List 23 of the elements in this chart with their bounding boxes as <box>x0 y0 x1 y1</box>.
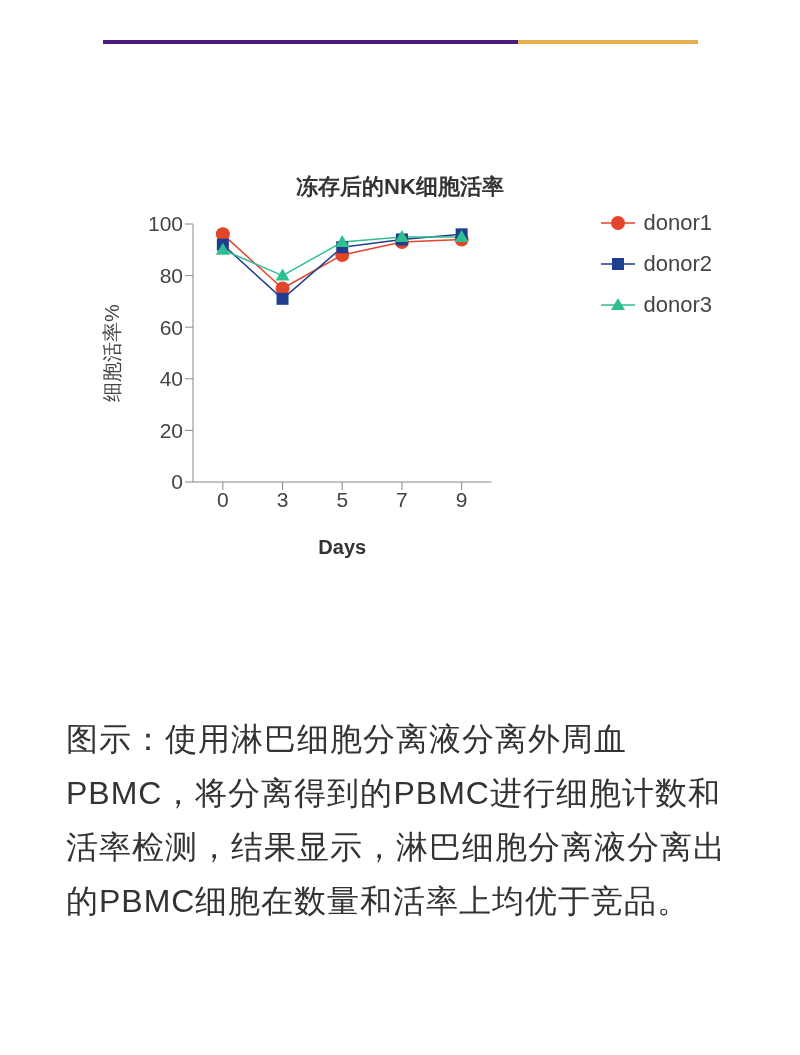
text: 图示：使用淋巴细胞分离液分离外周血PBMC，将分离得到的PBMC进行细胞计数和活率检测，结果显示，淋巴细胞分离液分离出的PBMC细胞在数量和活率上均优于竞品。 <box>66 720 727 921</box>
legend-label: donor3 <box>643 291 712 318</box>
legend-label: donor1 <box>643 209 712 236</box>
point <box>275 268 290 281</box>
x-tick-label: 9 <box>455 487 468 511</box>
y-axis-title: 细胞活率% <box>101 303 124 402</box>
x-axis-title: Days <box>318 536 367 558</box>
x-tick-label: 5 <box>336 487 349 511</box>
point <box>335 235 350 248</box>
y-tick-label: 80 <box>159 264 183 288</box>
y-tick-label: 100 <box>147 212 183 236</box>
chart-title: 冻存后的NK细胞活率 <box>295 173 505 201</box>
y-tick-label: 40 <box>159 367 183 391</box>
y-tick-label: 0 <box>171 470 183 494</box>
legend-label: donor2 <box>643 250 712 277</box>
x-tick-label: 0 <box>217 487 229 511</box>
x-tick-label: 3 <box>276 487 289 511</box>
y-tick-label: 20 <box>159 418 183 442</box>
point <box>276 292 289 305</box>
point <box>215 242 230 255</box>
x-tick-label: 7 <box>396 487 408 511</box>
y-tick-label: 60 <box>159 315 183 339</box>
point <box>394 229 409 242</box>
